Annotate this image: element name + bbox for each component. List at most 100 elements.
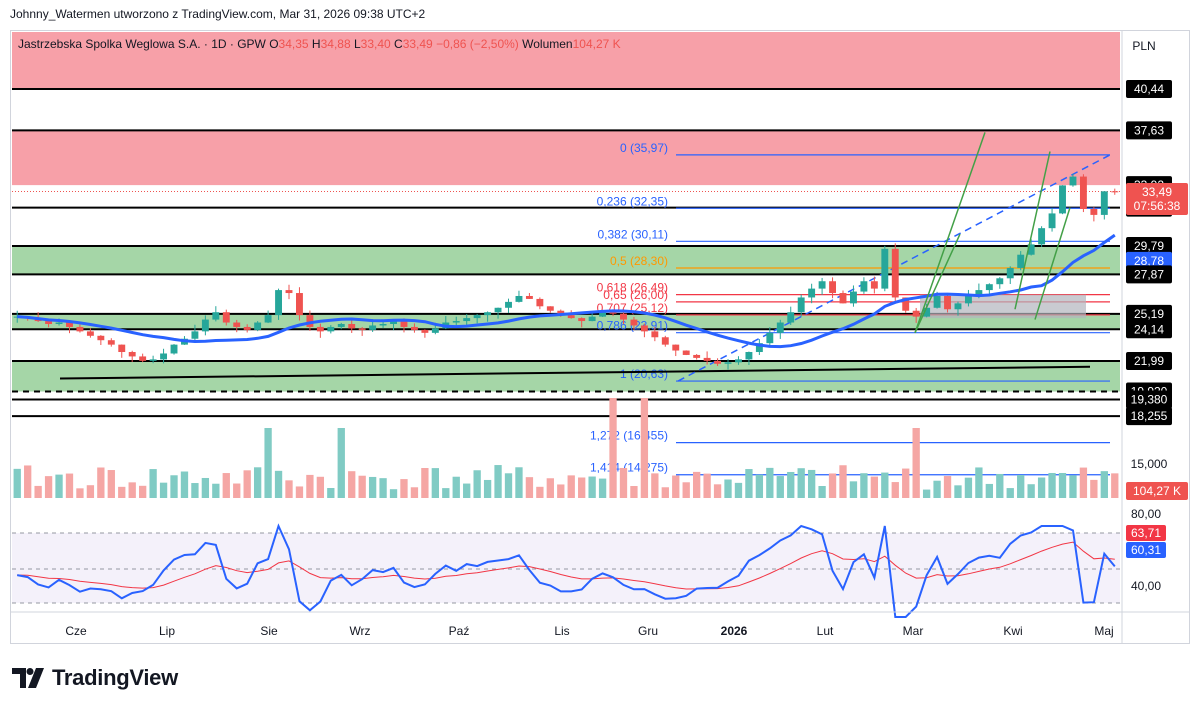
candle-body [808, 288, 816, 298]
volume-bar [755, 474, 764, 498]
volume-bar [327, 488, 335, 498]
candle-body [254, 322, 262, 330]
candle-body [118, 344, 126, 353]
legend-symbol: Jastrzebska Spolka Weglowa S.A. · 1D · G… [18, 37, 269, 51]
volume-bar [463, 483, 471, 498]
candle-body [1100, 191, 1108, 215]
legend-c-label: C [394, 37, 403, 51]
volume-bar [1037, 477, 1046, 498]
candle-body [818, 281, 826, 289]
fib-level-label: 0,382 (30,11) [598, 227, 669, 241]
tradingview-logo[interactable]: TradingView [12, 665, 178, 691]
price-axis-label: 24,14 [1134, 322, 1164, 336]
volume-bar [421, 468, 429, 498]
price-axis-label-box [1126, 407, 1172, 426]
volume-bar [672, 475, 680, 498]
rsi-ma-line [17, 541, 1115, 590]
candle-body [55, 322, 63, 324]
rsi-value: 60,31 [1131, 543, 1161, 557]
volume-bar [891, 482, 899, 498]
long-trendline [59, 365, 1091, 380]
candle-body [964, 295, 972, 304]
legend-c-value: 33,49 [403, 37, 436, 51]
volume-bar [55, 474, 63, 498]
price-axis-label-box [1126, 320, 1172, 339]
volume-bar [598, 478, 607, 498]
volume-bar [389, 489, 398, 498]
volume-axis-label: 15,000 [1131, 457, 1168, 471]
candle-body [703, 357, 711, 361]
volume-bar [76, 488, 84, 498]
time-axis-tick: Wrz [349, 624, 370, 638]
candle-body [766, 332, 774, 344]
consolidation-box [920, 294, 1086, 319]
time-axis-tick: Mar [903, 624, 924, 638]
volume-bar [368, 476, 377, 498]
fib-level-label: 1,272 (16,455) [590, 429, 668, 443]
candle-body [1017, 254, 1025, 268]
time-axis-tick: Lis [554, 624, 569, 638]
candle-body [306, 315, 314, 327]
candle-body [358, 328, 366, 330]
volume-last-box [1126, 482, 1188, 500]
candle-body [275, 290, 282, 316]
candle-body [97, 335, 105, 341]
volume-bar [306, 474, 314, 498]
price-axis-label: 19,380 [1131, 392, 1168, 406]
candle-body [149, 359, 157, 361]
volume-bar [515, 467, 523, 498]
candle-body [567, 315, 575, 319]
legend-volume-label: Wolumen [522, 37, 572, 51]
volume-bar [243, 470, 251, 498]
volume-bar [943, 476, 952, 498]
candle-body [243, 326, 251, 330]
candle-body [1027, 244, 1035, 255]
fib-level-label: 0 (35,97) [620, 141, 668, 155]
candle-body [755, 343, 763, 353]
fib-level-label: 1 (20,63) [620, 367, 668, 381]
candle-body [410, 326, 418, 330]
volume-bar [588, 476, 596, 498]
chart-frame[interactable] [10, 30, 1190, 644]
candle-body [651, 331, 659, 338]
volume-bar [536, 486, 544, 498]
candle-body [745, 352, 753, 360]
candle-body [672, 344, 680, 351]
projection-arrow [914, 132, 986, 334]
candle-body [390, 321, 397, 324]
legend-change: −0,86 (−2,50%) [436, 37, 522, 51]
price-axis-label-box [1126, 390, 1172, 409]
candle-body [201, 319, 209, 332]
candle-body [714, 360, 722, 364]
volume-bar [902, 468, 910, 498]
candle-body [776, 322, 784, 333]
volume-bar [682, 482, 690, 498]
volume-bar [849, 481, 858, 498]
volume-bar [1006, 488, 1014, 498]
candle-body [787, 312, 795, 323]
volume-bar [348, 471, 356, 498]
volume-bar [703, 473, 711, 498]
last-price-label: 33,49 [1142, 185, 1172, 199]
legend-volume-value: 104,27 K [573, 37, 621, 51]
volume-bar [34, 485, 42, 498]
price-axis-label-box [1126, 304, 1172, 323]
volume-bar [640, 398, 649, 498]
candle-body [829, 281, 836, 294]
volume-bar [44, 476, 53, 498]
fib-level-label: 0,618 (26,49) [597, 281, 668, 295]
candle-body [128, 352, 136, 357]
time-axis-tick: Maj [1094, 624, 1113, 638]
price-axis-label: 37,63 [1134, 123, 1164, 137]
volume-bar [996, 473, 1004, 498]
candle-body [515, 295, 523, 302]
volume-bar [1079, 467, 1088, 498]
volume-bar [97, 467, 105, 498]
price-axis-label: 25,19 [1134, 307, 1164, 321]
rsi-value-box [1126, 542, 1166, 558]
volume-bar [128, 482, 136, 498]
legend-h-label: H [312, 37, 321, 51]
time-axis-tick: Gru [638, 624, 658, 638]
candle-body [45, 321, 53, 324]
